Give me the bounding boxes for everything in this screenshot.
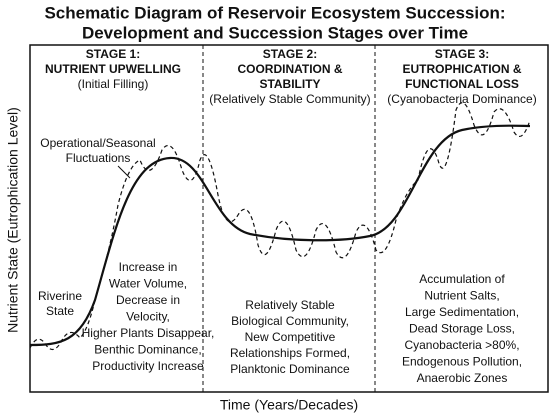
stage-heading: STAGE 2: <box>263 47 317 61</box>
title-line: Schematic Diagram of Reservoir Ecosystem… <box>44 3 505 22</box>
stage-heading: STAGE 3: <box>435 47 489 61</box>
description-line: Velocity, <box>126 310 170 324</box>
stage-subtitle: (Cyanobacteria Dominance) <box>387 92 536 106</box>
description-line: Relationships Formed, <box>230 346 350 360</box>
plot-frame <box>29 44 549 393</box>
description-line: Anaerobic Zones <box>417 371 508 385</box>
stage-heading: COORDINATION & <box>237 62 342 76</box>
stage-subtitle: (Relatively Stable Community) <box>209 92 370 106</box>
stage-description: Relatively Stable Biological Community, Ne… <box>230 298 350 376</box>
stage-description: Increase in Water Volume, Decrease in Veloc… <box>82 260 215 373</box>
annotation: Riverine <box>38 289 82 303</box>
stage-heading: NUTRIENT UPWELLING <box>45 62 181 76</box>
stage-heading: EUTROPHICATION & <box>402 62 521 76</box>
x-axis-label: Time (Years/Decades) <box>220 397 358 413</box>
description-line: Decrease in <box>116 293 180 307</box>
description-line: Nutrient Salts, <box>424 289 499 303</box>
description-line: Cyanobacteria >80%, <box>404 338 519 352</box>
description-line: Biological Community, <box>231 314 349 328</box>
description-line: Relatively Stable <box>245 298 335 312</box>
description-line: Higher Plants Disappear, <box>82 326 215 340</box>
description-line: Planktonic Dominance <box>230 362 350 376</box>
stage-subtitle: (Initial Filling) <box>78 77 149 91</box>
annotation: Operational/Seasonal <box>40 136 155 150</box>
stage-heading: FUNCTIONAL LOSS <box>405 77 519 91</box>
description-line: Endogenous Pollution, <box>402 355 522 369</box>
annotation-pointer <box>117 165 131 179</box>
description-line: New Competitive <box>245 330 336 344</box>
stage-description: Accumulation of Nutrient Salts, Large Sedi… <box>402 272 522 385</box>
annotation: State <box>46 304 74 318</box>
description-line: Water Volume, <box>109 277 187 291</box>
y-axis-label: Nutrient State (Eutrophication Level) <box>5 107 21 333</box>
description-line: Large Sedimentation, <box>405 305 519 319</box>
description-line: Increase in <box>119 260 178 274</box>
fluctuation-curve <box>29 102 531 351</box>
annotation: Fluctuations <box>66 151 131 165</box>
title-line: Development and Succession Stages over T… <box>82 23 468 42</box>
description-line: Dead Storage Loss, <box>409 322 515 336</box>
description-line: Benthic Dominance, <box>94 343 201 357</box>
stage-heading: STABILITY <box>259 77 320 91</box>
description-line: Productivity Increase <box>92 359 204 373</box>
description-line: Accumulation of <box>419 272 505 286</box>
stage-heading: STAGE 1: <box>86 47 140 61</box>
